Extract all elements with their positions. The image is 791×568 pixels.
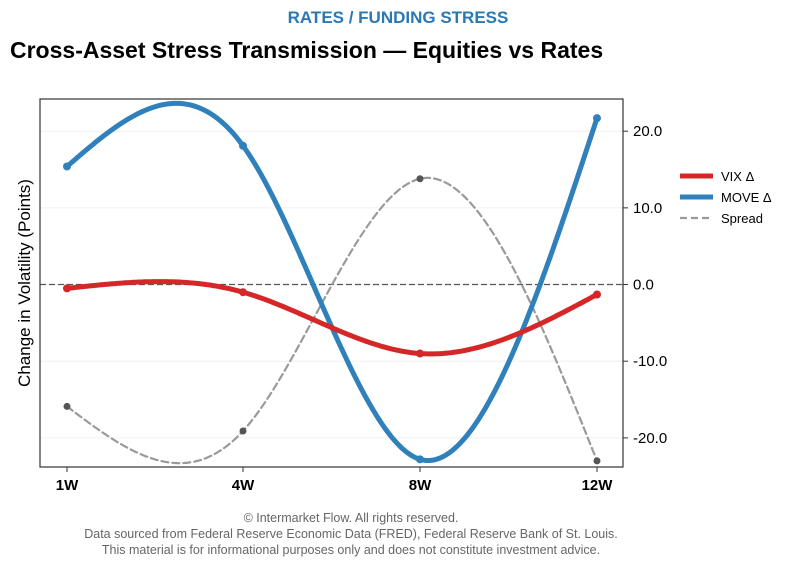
y-tick-label: 10.0 (633, 200, 662, 217)
plot-area (64, 100, 600, 465)
data-point-spread (593, 457, 601, 465)
data-point-move (593, 114, 601, 123)
data-point-spread (63, 402, 71, 410)
chart-title: Cross-Asset Stress Transmission — Equiti… (10, 37, 604, 63)
legend-label: Spread (721, 211, 763, 226)
series-line-vix (64, 279, 600, 357)
data-point-move (239, 141, 247, 150)
chart-kicker: RATES / FUNDING STRESS (287, 8, 509, 27)
x-tick-label: 8W (409, 477, 432, 494)
x-tick-label: 12W (582, 477, 614, 494)
y-tick-label: 20.0 (633, 123, 662, 140)
series-line-spread (65, 176, 599, 465)
plot-frame (39, 98, 624, 468)
y-tick-label: -20.0 (633, 430, 667, 447)
y-tick-label: 0.0 (633, 277, 654, 294)
x-tick-label: 4W (232, 477, 255, 494)
data-point-vix (593, 290, 601, 299)
footer-source: Data sourced from Federal Reserve Econom… (84, 527, 618, 541)
data-point-vix (63, 284, 71, 293)
legend-label: VIX Δ (721, 169, 755, 184)
footer-disclaimer: This material is for informational purpo… (101, 543, 601, 557)
data-point-vix (416, 349, 424, 358)
data-point-move (63, 162, 71, 171)
legend-label: MOVE Δ (721, 190, 772, 205)
footer-copyright: © Intermarket Flow. All rights reserved. (243, 511, 459, 525)
x-tick-label: 1W (56, 477, 79, 494)
data-point-spread (239, 427, 247, 435)
data-point-spread (416, 175, 424, 183)
y-axis-label: Change in Volatility (Points) (15, 179, 34, 387)
data-point-move (416, 455, 424, 464)
y-tick-label: -10.0 (633, 353, 667, 370)
data-point-vix (239, 288, 247, 297)
